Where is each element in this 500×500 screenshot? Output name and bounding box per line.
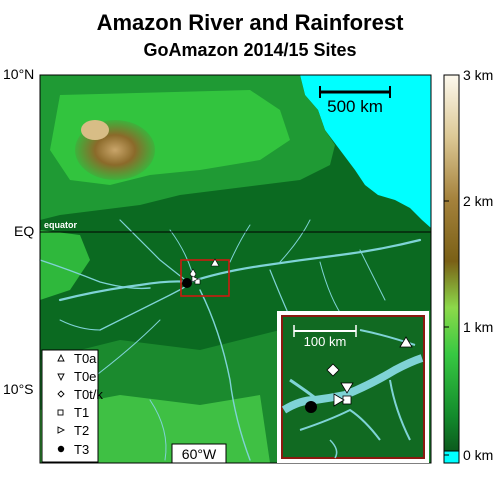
square-icon [57, 409, 64, 416]
inset-t3-marker [305, 401, 317, 413]
study-area-box [180, 259, 230, 297]
longitude-box [171, 443, 227, 464]
triangle-up-icon [57, 353, 65, 362]
legend-label-t0tk: T0t/k [74, 387, 103, 402]
western-green [40, 230, 90, 300]
diamond-icon [57, 390, 65, 398]
equator-label: equator [44, 220, 78, 230]
site-t0a-marker [210, 258, 220, 267]
colorbar-tick-1km: 1 km [463, 319, 494, 335]
highland-peak [81, 120, 109, 140]
colorbar [443, 74, 460, 464]
lat-label-eq: EQ [14, 223, 35, 239]
legend: T0a T0e T0t/k T1 T2 T3 [41, 349, 103, 463]
inset-t2-marker [333, 393, 345, 407]
inset-t0tk-marker [326, 363, 340, 377]
inset-scale-label: 100 km [304, 334, 347, 349]
colorbar-tick-2km: 2 km [463, 193, 494, 209]
site-t3-marker [182, 278, 192, 288]
colorbar-ocean-swatch [443, 450, 460, 464]
triangle-down-icon [57, 373, 65, 382]
legend-label-t1: T1 [74, 405, 89, 420]
inset-map: 100 km [277, 311, 429, 463]
map-subtitle: GoAmazon 2014/15 Sites [143, 40, 357, 60]
legend-label-t3: T3 [74, 442, 89, 457]
lat-label-10n: 10°N [3, 66, 35, 82]
legend-label-t0e: T0e [74, 369, 96, 384]
legend-label-t2: T2 [74, 423, 89, 438]
map-frame [39, 74, 432, 464]
map-title: Amazon River and Rainforest [96, 10, 404, 35]
lat-label-10s: 10°S [3, 381, 34, 397]
triangle-right-icon [57, 426, 66, 434]
scale-bar-label: 500 km [327, 97, 383, 116]
filled-circle-icon [57, 445, 65, 453]
colorbar-tick-0km: 0 km [463, 447, 494, 463]
legend-label-t0a: T0a [74, 351, 97, 366]
site-t2-marker [191, 275, 199, 283]
inset-t0a-marker [399, 336, 413, 348]
inset-t0e-marker [340, 382, 354, 394]
colorbar-tick-3km: 3 km [463, 67, 494, 83]
longitude-label: 60°W [182, 446, 217, 462]
